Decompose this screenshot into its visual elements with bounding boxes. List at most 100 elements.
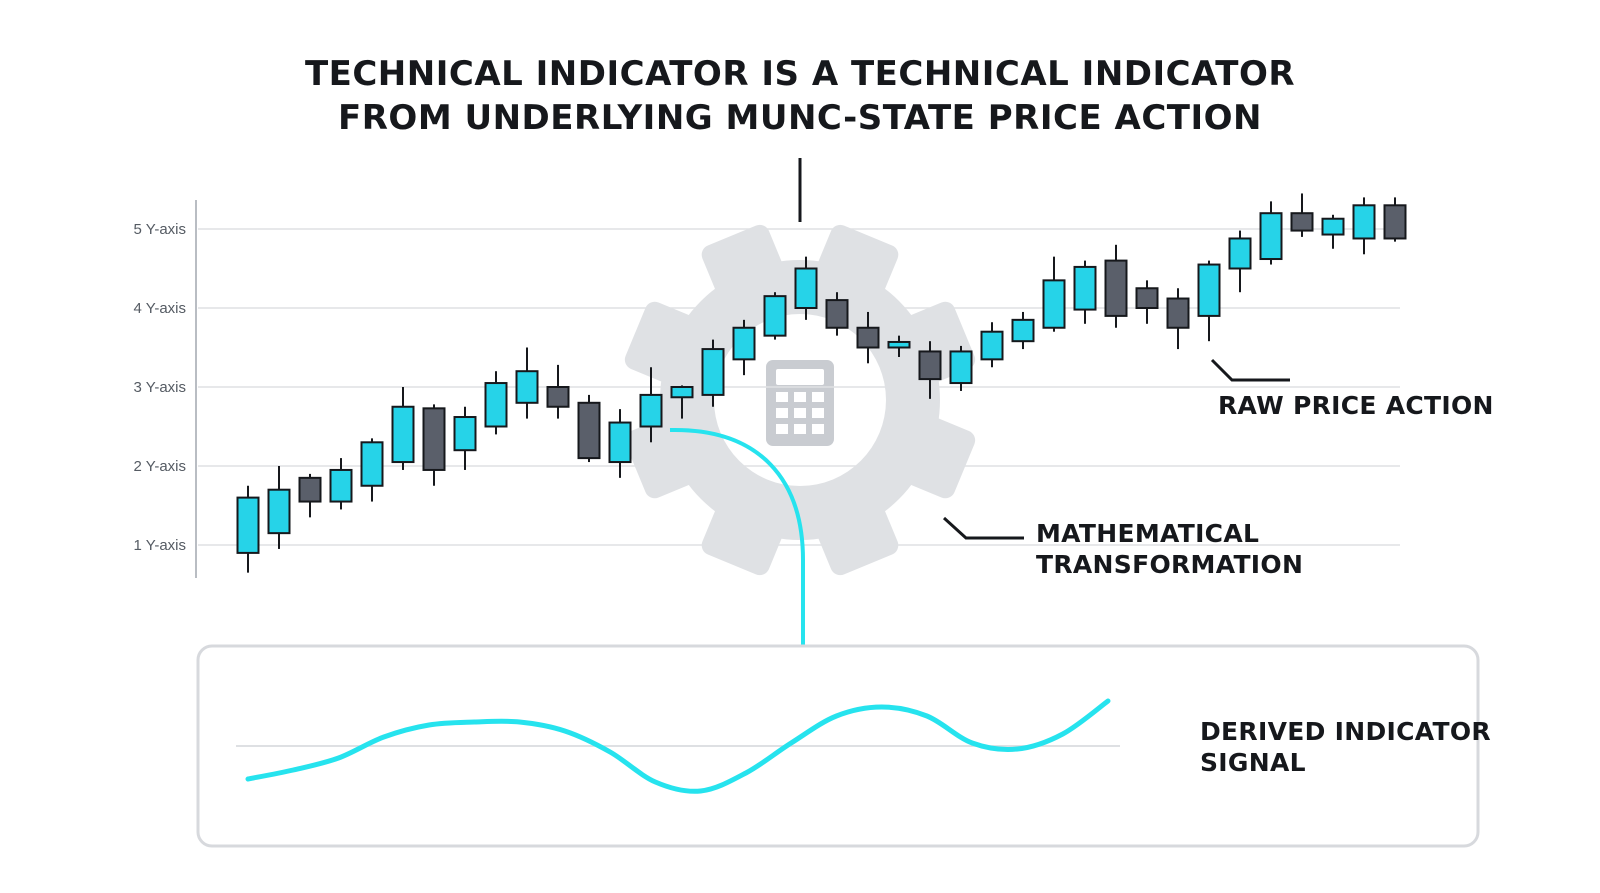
candle-body [1104, 259, 1128, 317]
candle-body [794, 267, 818, 309]
candle-body [1352, 204, 1376, 240]
raw-price-action-label: RAW PRICE ACTION [1218, 391, 1494, 420]
candle [1383, 197, 1407, 242]
candle-body [329, 468, 353, 503]
y-tick-label: 4 Y-axis [133, 300, 186, 317]
candle [980, 322, 1004, 368]
candle [329, 458, 353, 510]
candle-body [732, 326, 756, 361]
chart-title: TECHNICAL INDICATOR IS A TECHNICAL INDIC… [0, 52, 1600, 140]
candle-body [1228, 237, 1252, 270]
candle [515, 347, 539, 419]
candle [794, 256, 818, 320]
candle [1321, 214, 1345, 249]
candle-body [360, 441, 384, 487]
candle [918, 341, 942, 399]
candle-body [484, 382, 508, 428]
callout-raw-price-action: RAW PRICE ACTION [1218, 390, 1494, 421]
y-tick-label: 3 Y-axis [133, 379, 186, 396]
candle-body [546, 386, 570, 408]
candle-body [763, 295, 787, 337]
candle-body [639, 393, 663, 428]
math-label-line-2: TRANSFORMATION [1036, 550, 1304, 579]
math-leader [942, 516, 1024, 540]
y-tick-label: 2 Y-axis [133, 458, 186, 475]
candle [1135, 280, 1159, 324]
candle [360, 438, 384, 502]
candle-body [1383, 204, 1407, 240]
candle-body [1011, 318, 1035, 343]
candle [1104, 244, 1128, 328]
candle-body [670, 386, 694, 399]
title-line-1: TECHNICAL INDICATOR IS A TECHNICAL INDIC… [304, 54, 1296, 94]
candle [453, 406, 477, 470]
candle-body [267, 488, 291, 535]
candle-body [1290, 212, 1314, 232]
candle-body [856, 326, 880, 349]
candle [298, 473, 322, 518]
candle [1197, 260, 1221, 342]
candle-body [236, 496, 260, 554]
candle-body [701, 348, 725, 396]
derived-signal-line [245, 698, 1111, 794]
candle-body [949, 350, 973, 385]
y-tick-label: 1 Y-axis [133, 537, 186, 554]
candle-body [1197, 263, 1221, 317]
candle [825, 292, 849, 336]
candle-body [453, 416, 477, 452]
callout-derived-indicator-signal: DERIVED INDICATOR SIGNAL [1200, 716, 1491, 778]
candle [1352, 197, 1376, 255]
candle [267, 466, 291, 549]
candle-body [1321, 217, 1345, 236]
candle [608, 409, 632, 478]
candle-body [980, 330, 1004, 361]
candle-body [515, 370, 539, 404]
y-tick-label: 5 Y-axis [133, 221, 186, 238]
candle-body [577, 401, 601, 460]
candle [1073, 260, 1097, 324]
candle [1290, 193, 1314, 237]
candle [701, 339, 725, 407]
candle [391, 387, 415, 470]
candle [1011, 311, 1035, 350]
callout-mathematical-transformation: MATHEMATICAL TRANSFORMATION [1036, 518, 1303, 580]
candle [670, 385, 694, 419]
candle-body [825, 299, 849, 329]
candle-body [298, 476, 322, 503]
candle [236, 485, 260, 573]
candle-body [1042, 279, 1066, 329]
candle [546, 364, 570, 419]
candle [763, 292, 787, 340]
candle [1259, 201, 1283, 265]
candle [732, 319, 756, 376]
candle [887, 335, 911, 357]
candle [1166, 288, 1190, 350]
candle [1228, 230, 1252, 293]
candle [577, 394, 601, 463]
candle-body [918, 350, 942, 381]
candle [484, 371, 508, 435]
candle-body [1259, 212, 1283, 261]
transformation-arrow [669, 427, 805, 690]
candle-body [887, 340, 911, 349]
derived-label-line-2: SIGNAL [1200, 748, 1306, 777]
candle-body [1135, 287, 1159, 309]
candle [1042, 256, 1066, 332]
candle [949, 345, 973, 391]
candlestick-series [236, 193, 1407, 573]
y-tick-labels: 1 Y-axis 2 Y-axis 3 Y-axis 4 Y-axis 5 Y-axis [133, 221, 186, 554]
candle-body [422, 407, 446, 471]
candle [422, 404, 446, 486]
title-line-2: FROM UNDERLYING MUNC-STATE PRICE ACTION [338, 98, 1262, 138]
candle-body [608, 421, 632, 464]
raw-price-leader [1210, 358, 1290, 382]
candle-body [391, 405, 415, 464]
calculator-icon [766, 360, 834, 446]
candle-body [1166, 297, 1190, 329]
candle [856, 311, 880, 364]
derived-label-line-1: DERIVED INDICATOR [1200, 717, 1491, 746]
math-label-line-1: MATHEMATICAL [1036, 519, 1260, 548]
candle-body [1073, 265, 1097, 311]
candle [639, 367, 663, 443]
